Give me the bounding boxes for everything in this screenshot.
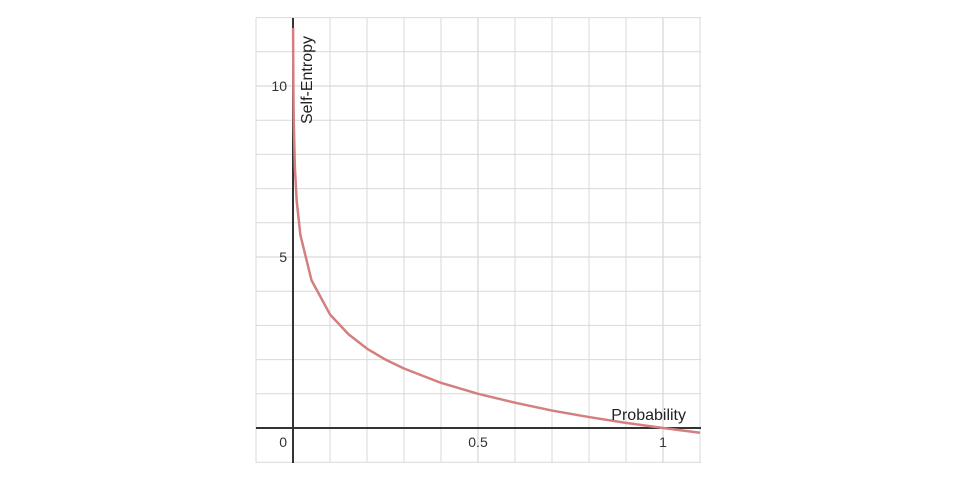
series-line	[291, 27, 701, 435]
y-tick-labels: 5 10	[271, 78, 287, 265]
y-axis-label: Self-Entropy	[299, 36, 316, 124]
x-tick-labels: 0 0.5 1	[279, 434, 667, 450]
x-tick-label: 0	[279, 434, 287, 450]
x-tick-label: 1	[659, 434, 667, 450]
x-axis-label: Probability	[611, 407, 686, 424]
y-tick-label: 5	[279, 249, 287, 265]
grid	[255, 17, 701, 463]
x-tick-label: 0.5	[468, 434, 488, 450]
y-tick-label: 10	[271, 78, 287, 94]
